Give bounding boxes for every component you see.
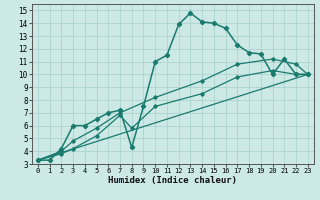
- X-axis label: Humidex (Indice chaleur): Humidex (Indice chaleur): [108, 176, 237, 185]
